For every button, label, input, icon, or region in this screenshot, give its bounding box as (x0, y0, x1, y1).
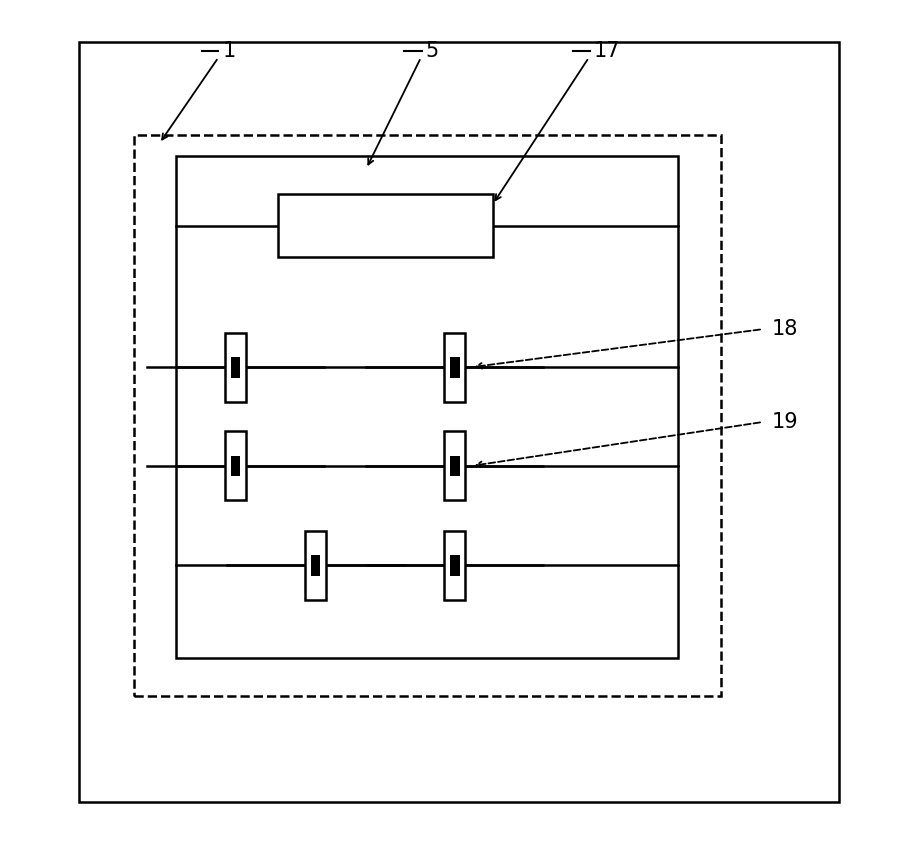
Bar (450, 555, 460, 576)
Text: 5: 5 (425, 41, 439, 61)
Text: 18: 18 (771, 319, 798, 339)
Bar (311, 555, 320, 576)
Text: 1: 1 (223, 41, 236, 61)
Bar (134, 135, 721, 696)
Bar (305, 531, 326, 600)
Bar (225, 431, 246, 500)
Text: 17: 17 (594, 41, 621, 61)
Bar (225, 333, 246, 402)
Bar (450, 357, 460, 377)
Bar (230, 357, 241, 377)
Text: 19: 19 (771, 412, 798, 432)
Bar (450, 456, 460, 476)
Bar (277, 194, 493, 257)
Bar (444, 333, 465, 402)
Bar (444, 431, 465, 500)
Bar (230, 456, 241, 476)
Bar (444, 531, 465, 600)
Bar (176, 156, 678, 658)
